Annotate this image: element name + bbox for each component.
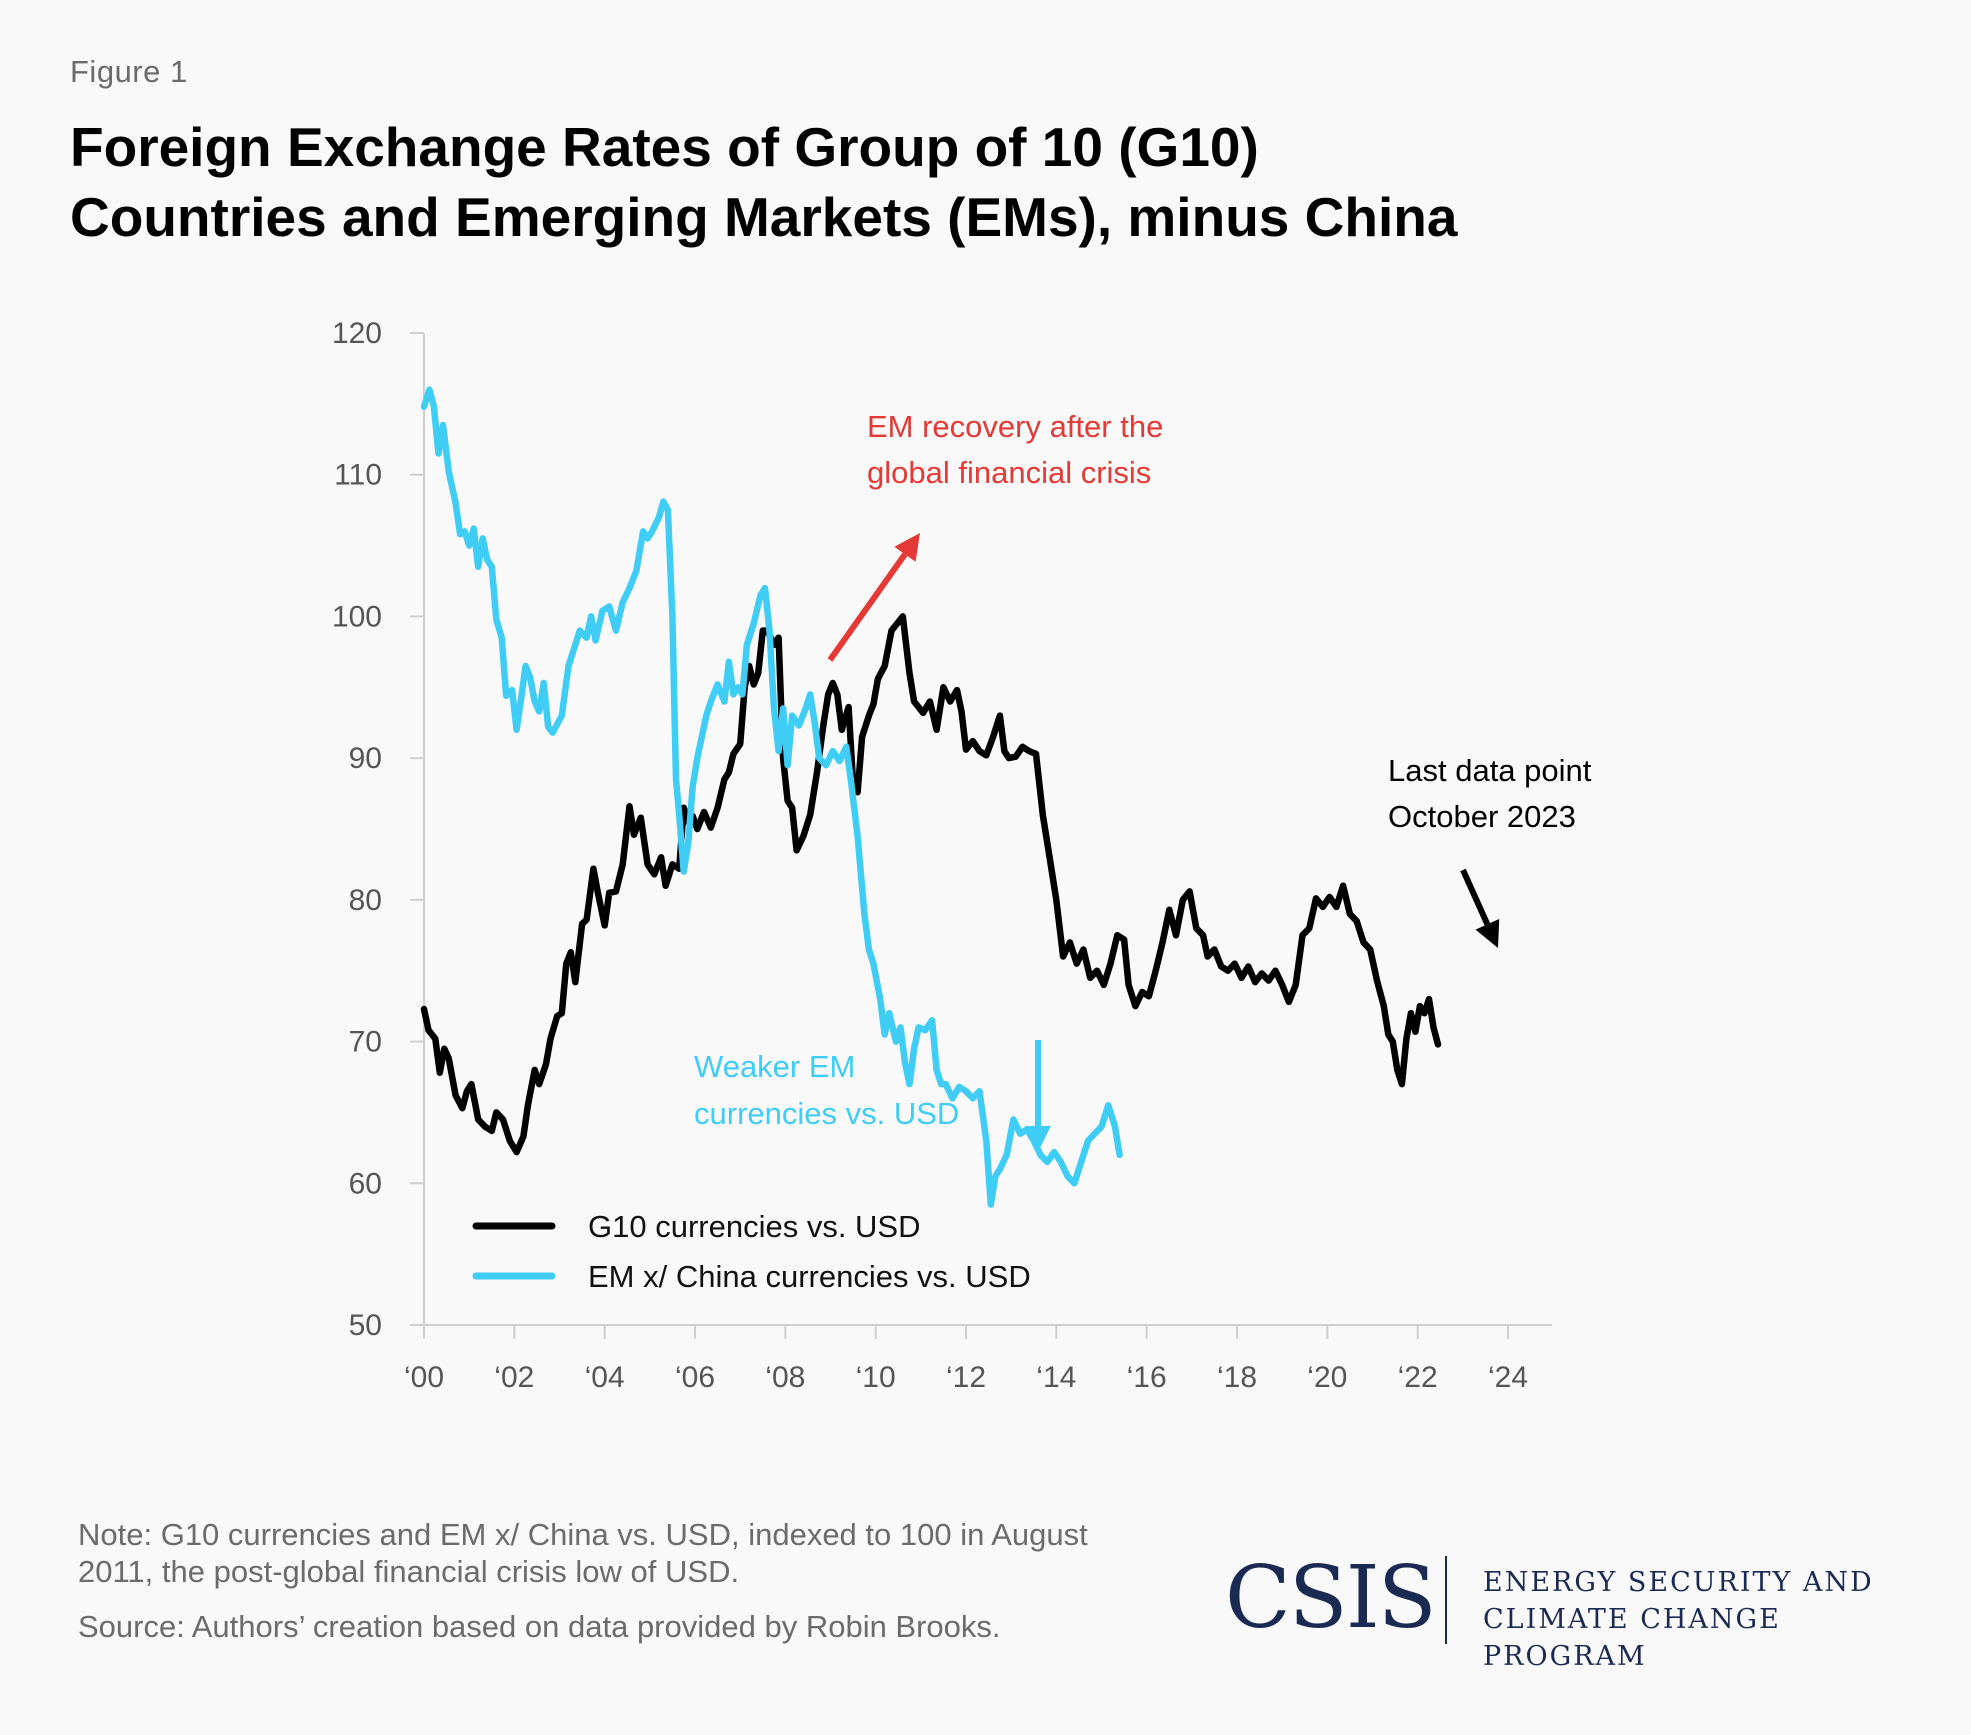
last-data-arrow-head bbox=[1475, 918, 1500, 948]
y-tick-label: 110 bbox=[334, 459, 382, 492]
em-series-line bbox=[420, 386, 1123, 1208]
annotation-weaker-em: currencies vs. USD bbox=[694, 1096, 959, 1131]
g10-series-line bbox=[420, 613, 1442, 1156]
x-tick-label: ‘10 bbox=[856, 1361, 896, 1394]
y-tick-label: 70 bbox=[349, 1026, 382, 1059]
y-tick-label: 90 bbox=[349, 742, 382, 775]
x-tick-label: ‘08 bbox=[765, 1361, 805, 1394]
program-name: ENERGY SECURITY AND CLIMATE CHANGE PROGR… bbox=[1483, 1564, 1943, 1675]
annotation-last-data: October 2023 bbox=[1388, 799, 1576, 834]
chart-title-line: Countries and Emerging Markets (EMs), mi… bbox=[70, 186, 1458, 248]
note-text: Note: G10 currencies and EM x/ China vs.… bbox=[78, 1517, 1088, 1589]
em-recovery-arrow-head bbox=[894, 533, 920, 562]
x-tick-label: ‘20 bbox=[1307, 1361, 1347, 1394]
x-tick-label: ‘22 bbox=[1398, 1361, 1438, 1394]
program-name-line: CLIMATE CHANGE PROGRAM bbox=[1483, 1604, 1781, 1672]
annotation-last-data: Last data point bbox=[1388, 753, 1592, 788]
x-tick-label: ‘04 bbox=[585, 1361, 625, 1394]
x-tick-label: ‘02 bbox=[494, 1361, 534, 1394]
x-tick-label: ‘06 bbox=[675, 1361, 715, 1394]
logo-divider bbox=[1445, 1556, 1447, 1644]
x-tick-label: ‘12 bbox=[946, 1361, 986, 1394]
y-tick-label: 120 bbox=[332, 317, 382, 350]
legend-label: G10 currencies vs. USD bbox=[588, 1209, 921, 1244]
fx-line-chart: 50 60 70 80 90 100 110 120 ‘00 ‘02 ‘04 ‘06 ‘08 ‘10 ‘12… bbox=[332, 317, 1592, 1394]
annotation-weaker-em: Weaker EM bbox=[694, 1049, 855, 1084]
x-tick-label: ‘24 bbox=[1488, 1361, 1528, 1394]
x-tick-label: ‘18 bbox=[1217, 1361, 1257, 1394]
figure-label: Figure 1 bbox=[70, 54, 188, 89]
x-tick-label: ‘16 bbox=[1127, 1361, 1167, 1394]
y-tick-label: 50 bbox=[349, 1309, 382, 1342]
program-name-line: ENERGY SECURITY AND bbox=[1483, 1567, 1874, 1598]
y-tick-label: 80 bbox=[349, 884, 382, 917]
chart-title: Foreign Exchange Rates of Group of 10 (G… bbox=[70, 112, 1870, 252]
em-recovery-arrow-shaft bbox=[827, 552, 908, 662]
last-data-arrow-shaft bbox=[1460, 868, 1491, 926]
x-tick-label: ‘00 bbox=[404, 1361, 444, 1394]
y-tick-label: 60 bbox=[349, 1167, 382, 1200]
weaker-em-arrow-head bbox=[1025, 1126, 1051, 1152]
y-tick-label: 100 bbox=[332, 600, 382, 633]
x-tick-label: ‘14 bbox=[1036, 1361, 1076, 1394]
csis-wordmark: CSIS bbox=[1225, 1548, 1437, 1648]
annotation-em-recovery: global financial crisis bbox=[867, 455, 1151, 490]
chart-title-line: Foreign Exchange Rates of Group of 10 (G… bbox=[70, 116, 1259, 178]
annotation-em-recovery: EM recovery after the bbox=[867, 409, 1163, 444]
legend-label: EM x/ China currencies vs. USD bbox=[588, 1259, 1031, 1294]
source-text: Source: Authors’ creation based on data … bbox=[78, 1609, 1001, 1644]
